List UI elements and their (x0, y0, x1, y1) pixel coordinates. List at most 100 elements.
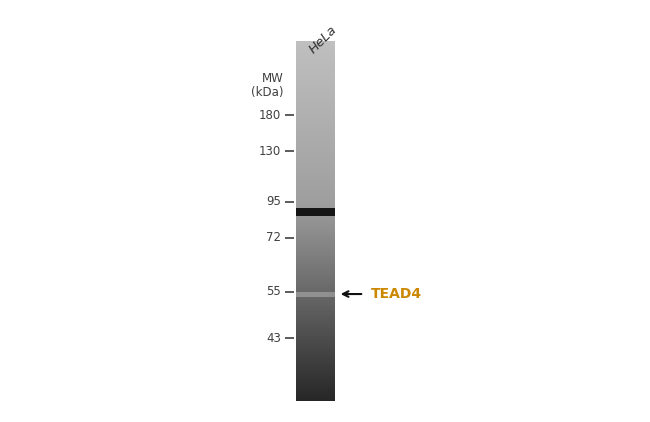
Bar (296, 89, 335, 90)
Bar (296, 204, 335, 205)
Bar (296, 218, 335, 219)
Bar (296, 261, 335, 263)
Bar (296, 131, 335, 132)
Bar (296, 108, 335, 109)
Bar (296, 203, 335, 204)
Bar (296, 67, 335, 68)
Bar (296, 243, 335, 244)
Bar (296, 105, 335, 106)
Bar (296, 336, 335, 338)
Bar (296, 278, 335, 279)
Bar (296, 55, 335, 57)
Bar (296, 291, 335, 292)
Bar (296, 359, 335, 360)
Bar (296, 236, 335, 238)
Bar (296, 170, 335, 171)
Bar (296, 265, 335, 266)
Bar (296, 143, 335, 144)
Bar (296, 302, 335, 303)
Bar (296, 380, 335, 381)
Bar (296, 54, 335, 56)
Bar (296, 70, 335, 71)
Text: HeLa: HeLa (306, 23, 339, 56)
Bar (296, 200, 335, 202)
Bar (296, 190, 335, 192)
Bar (296, 127, 335, 128)
Bar (296, 68, 335, 69)
Bar (296, 185, 335, 186)
Bar (296, 342, 335, 344)
Bar (296, 242, 335, 243)
Bar (296, 252, 335, 254)
Bar (296, 168, 335, 169)
Bar (296, 258, 335, 259)
Bar (296, 99, 335, 100)
Bar (296, 93, 335, 95)
Bar (296, 290, 335, 292)
Bar (296, 151, 335, 153)
Bar (296, 208, 335, 216)
Bar (296, 96, 335, 97)
Bar (296, 225, 335, 226)
Bar (296, 197, 335, 199)
Bar (296, 160, 335, 161)
Bar (296, 227, 335, 229)
Bar (296, 300, 335, 301)
Bar (296, 285, 335, 286)
Bar (296, 173, 335, 175)
Bar (296, 373, 335, 374)
Bar (296, 385, 335, 386)
Text: (kDa): (kDa) (251, 87, 283, 100)
Bar (296, 313, 335, 314)
Bar (296, 139, 335, 141)
Bar (296, 272, 335, 273)
Bar (296, 398, 335, 400)
Bar (296, 80, 335, 81)
Bar (296, 94, 335, 95)
Bar (296, 216, 335, 217)
Bar (296, 164, 335, 165)
Bar (296, 397, 335, 399)
Bar (296, 115, 335, 116)
Bar (296, 136, 335, 138)
Bar (296, 295, 335, 297)
Bar (296, 259, 335, 260)
Bar (296, 43, 335, 44)
Bar (296, 281, 335, 282)
Bar (296, 189, 335, 190)
Bar (296, 344, 335, 346)
Bar (296, 353, 335, 354)
Bar (296, 226, 335, 227)
Bar (296, 292, 335, 297)
Bar (296, 271, 335, 272)
Bar (296, 304, 335, 305)
Bar (296, 159, 335, 160)
Bar (296, 212, 335, 213)
Bar (296, 184, 335, 185)
Bar (296, 74, 335, 76)
Bar (296, 395, 335, 397)
Text: 180: 180 (259, 109, 281, 122)
Bar (296, 181, 335, 183)
Bar (296, 335, 335, 336)
Bar (296, 314, 335, 315)
Bar (296, 130, 335, 131)
Bar (296, 206, 335, 208)
Bar (296, 109, 335, 111)
Bar (296, 100, 335, 101)
Bar (296, 395, 335, 396)
Bar (296, 50, 335, 51)
Bar (296, 303, 335, 304)
Bar (296, 331, 335, 332)
Bar (296, 338, 335, 339)
Bar (296, 124, 335, 125)
Bar (296, 343, 335, 345)
Bar (296, 81, 335, 83)
Text: TEAD4: TEAD4 (370, 287, 422, 301)
Bar (296, 88, 335, 89)
Bar (296, 220, 335, 222)
Bar (296, 41, 335, 42)
Bar (296, 228, 335, 230)
Bar (296, 171, 335, 173)
Bar (296, 317, 335, 319)
